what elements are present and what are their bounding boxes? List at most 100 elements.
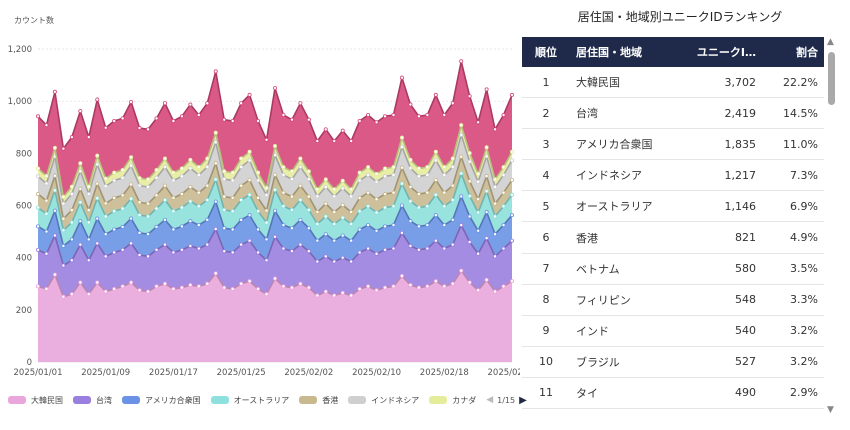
data-point [171,250,176,255]
data-point [222,177,227,182]
table-row[interactable]: 2 台湾 2,419 14.5% [522,97,824,130]
data-point [162,217,167,222]
data-point [289,285,294,290]
data-point [315,210,320,215]
col-header-country[interactable]: 居住国・地域 [576,46,642,59]
data-point [272,187,277,192]
table-row[interactable]: 9 インド 540 3.2% [522,315,824,347]
data-point [86,220,91,225]
data-point [179,285,184,290]
data-point [298,198,303,203]
data-point [188,243,193,248]
x-tick-label: 2025/02/10 [352,368,401,378]
cell-count: 580 [688,253,762,285]
data-point [281,284,286,289]
data-point [264,237,269,242]
data-point [272,172,277,177]
scroll-down-icon[interactable]: ▼ [827,405,834,415]
cell-ratio: 14.5% [762,97,824,130]
data-point [205,198,210,203]
legend-prev-icon[interactable]: ◀ [486,395,494,405]
data-point [289,249,294,254]
cell-ratio: 3.2% [762,346,824,378]
table-row[interactable]: 10 ブラジル 527 3.2% [522,346,824,378]
data-point [205,101,210,106]
data-point [112,170,117,175]
data-point [501,284,506,289]
legend-item[interactable]: オーストラリア [210,395,289,406]
legend-label: アメリカ合衆国 [145,395,201,405]
cell-ratio: 3.5% [762,253,824,285]
data-point [315,187,320,192]
col-header-count[interactable]: ユニークI… [696,46,756,59]
legend-item[interactable]: カナダ [429,395,476,406]
data-point [103,254,108,259]
data-point [433,213,438,218]
data-point [501,165,506,170]
data-point [425,112,430,117]
col-header-rank[interactable]: 順位 [535,46,557,59]
data-point [340,202,345,207]
table-row[interactable]: 11 タイ 490 2.9% [522,377,824,410]
data-point [179,192,184,197]
data-point [366,284,371,289]
data-point [52,89,57,94]
data-point [509,149,514,154]
legend-label: 香港 [322,395,339,405]
scroll-thumb[interactable] [828,52,835,105]
data-point [120,168,125,173]
data-point [256,286,261,291]
data-point [366,112,371,117]
data-point [366,223,371,228]
legend-item[interactable]: インドネシア [348,395,419,406]
legend-label: 台湾 [96,395,112,405]
y-tick-label: 1,200 [8,45,32,55]
data-point [256,195,261,200]
data-point [349,210,354,215]
data-point [281,223,286,228]
data-point [493,184,498,189]
table-row[interactable]: 1 大韓民国 3,702 22.2% [522,67,824,99]
legend-item[interactable]: 台湾 [73,395,112,406]
data-point [289,226,294,231]
data-point [493,127,498,132]
data-point [120,224,125,229]
table-row[interactable]: 4 インドネシア 1,217 7.3% [522,159,824,192]
data-point [357,118,362,123]
data-point [112,209,117,214]
data-point [36,205,41,210]
data-point [44,123,49,128]
series-area [38,125,512,204]
data-point [501,204,506,209]
data-point [332,187,337,192]
data-point [179,224,184,229]
table-row[interactable]: 7 ベトナム 580 3.5% [522,253,824,285]
data-point [484,277,489,282]
y-axis-title: カウント数 [14,16,54,25]
table-row[interactable]: 8 フィリピン 548 3.3% [522,284,824,316]
data-point [137,213,142,218]
col-header-ratio[interactable]: 割合 [796,46,818,59]
cell-ratio: 22.2% [762,67,824,99]
data-point [256,178,261,183]
table-row[interactable]: 6 香港 821 4.9% [522,221,824,254]
data-point [78,219,83,224]
data-point [467,151,472,156]
legend-item[interactable]: アメリカ合衆国 [122,395,201,406]
data-point [501,112,506,117]
data-point [493,177,498,182]
table-scrollbar[interactable]: ▲ ▼ [826,37,838,420]
data-point [36,192,41,197]
data-point [391,172,396,177]
legend-item[interactable]: 大韓民国 [8,395,63,406]
data-point [306,249,311,254]
ranking-table: 順位 居住国・地域 ユニークI… 割合 1 大韓民国 3,702 22.2% 2 台湾 2,… [522,37,824,410]
data-point [129,99,134,104]
data-point [509,92,514,97]
data-point [408,199,413,204]
table-row[interactable]: 3 アメリカ合衆国 1,835 11.0% [522,128,824,161]
data-point [459,171,464,176]
table-row[interactable]: 5 オーストラリア 1,146 6.9% [522,190,824,223]
legend-item[interactable]: 香港 [299,395,338,406]
scroll-up-icon[interactable]: ▲ [827,37,834,47]
